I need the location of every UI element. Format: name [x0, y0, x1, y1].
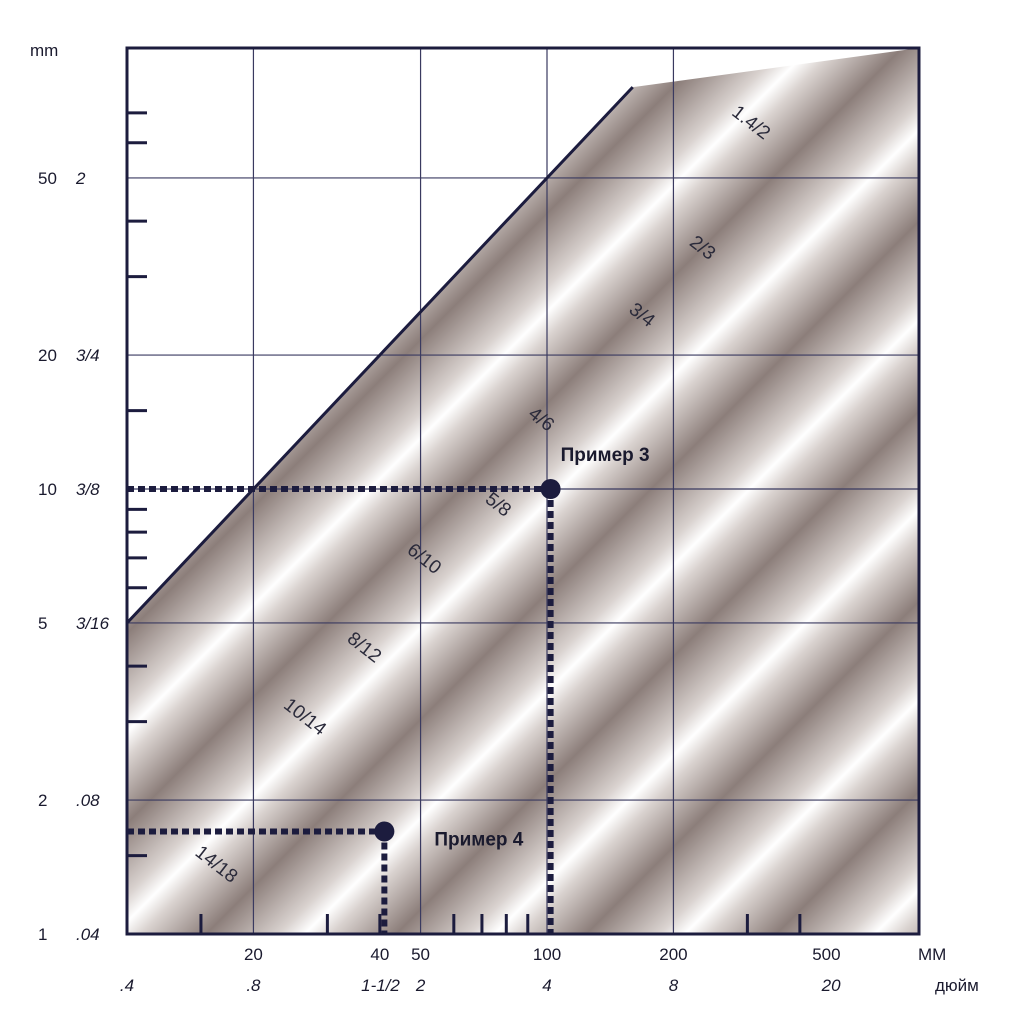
y-tick-label-inch: .08	[76, 791, 100, 810]
x-tick-label-inch: 2	[415, 976, 426, 995]
y-tick-label-mm: 20	[38, 346, 57, 365]
x-tick-label-inch: 4	[542, 976, 551, 995]
x-tick-label-inch: 8	[669, 976, 679, 995]
x-unit-inch: дюйм	[935, 976, 979, 995]
boundary-line	[125, 86, 634, 624]
example-label: Пример 3	[561, 445, 650, 466]
example-guides	[127, 479, 561, 934]
example-point	[540, 479, 561, 499]
x-tick-label-mm: 40	[370, 945, 389, 964]
example-label: Пример 4	[434, 829, 523, 850]
x-tick-label-inch: 20	[821, 976, 841, 995]
labels: 20 40 50 100 200 500 .4 .8 1-1/2 2 4 8 20 MM дюйм 1 2 5 10…	[30, 41, 979, 995]
y-tick-label-inch: 2	[75, 169, 86, 188]
y-tick-label-inch: 3/16	[76, 614, 110, 633]
x-tick-label-inch: .4	[120, 976, 134, 995]
x-tick-label-mm: 200	[659, 945, 687, 964]
x-tick-label-mm: 100	[533, 945, 561, 964]
y-unit-label: mm	[30, 41, 58, 60]
y-tick-label-inch: .04	[76, 925, 100, 944]
x-tick-label-mm: 20	[244, 945, 263, 964]
y-tick-label-inch: 3/8	[76, 480, 100, 499]
grid	[127, 48, 919, 934]
y-tick-label-mm: 50	[38, 169, 57, 188]
x-tick-label-inch: 1-1/2	[361, 976, 400, 995]
example-point	[374, 821, 395, 842]
y-tick-label-mm: 10	[38, 480, 57, 499]
y-tick-label-inch: 3/4	[76, 346, 100, 365]
y-tick-label-mm: 1	[38, 925, 47, 944]
y-tick-label-mm: 2	[38, 791, 47, 810]
x-tick-label-mm: 50	[411, 945, 430, 964]
x-tick-label-mm: 500	[812, 945, 840, 964]
y-tick-label-mm: 5	[38, 614, 47, 633]
x-unit-mm: MM	[918, 945, 946, 964]
x-tick-label-inch: .8	[246, 976, 261, 995]
